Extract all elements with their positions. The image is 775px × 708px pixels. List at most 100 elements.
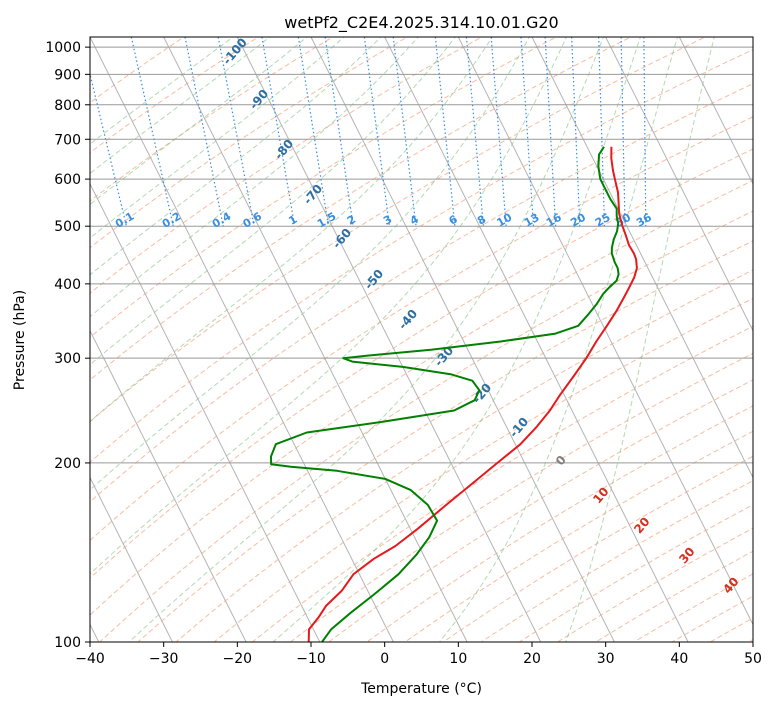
isotherm [90,37,394,642]
temperature-line [307,146,638,642]
dry-adiabat [328,379,753,642]
moist-adiabat-label: 0 [553,453,569,468]
dry-adiabat [251,325,753,642]
dry-adiabat [633,573,753,642]
dry-adiabat [90,48,753,463]
x-tick-label: −10 [296,651,326,667]
mixing-ratio-line [544,37,557,227]
y-tick-label: 100 [54,635,81,651]
isotherm [163,37,468,642]
dry-adiabat [90,116,753,542]
mixing-ratio-label: 4 [408,212,421,227]
x-tick-label: −20 [223,651,253,667]
isotherm [678,37,753,185]
y-tick-label: 1000 [45,40,81,56]
dry-adiabat [519,504,753,642]
isotherm [90,182,321,642]
mixing-ratio-line [520,37,535,227]
x-tick-label: 30 [597,651,615,667]
moist-adiabat [90,37,530,491]
moist-adiabat [128,37,605,642]
background-lines [90,37,753,642]
isotherm [531,37,753,479]
mixing-ratio-label: 1.5 [315,210,338,231]
mixing-ratio-line [184,37,224,227]
moist-adiabat-label: -90 [247,87,272,113]
moist-adiabat-label: -100 [220,35,250,67]
dewpoint-line [270,146,620,642]
y-axis-label: Pressure (hPa) [12,290,28,390]
dry-adiabat [90,148,753,579]
x-tick-label: 50 [744,651,762,667]
moist-adiabat-label: -20 [470,381,495,407]
mixing-ratio-label: 0.4 [210,210,234,231]
y-tick-label: 900 [54,67,81,83]
isotherm [236,37,542,642]
moist-adiabat-label: 30 [676,545,697,567]
mixing-ratio-line [620,37,626,227]
moist-adiabat [90,37,382,276]
moist-adiabat-label: 20 [631,515,652,537]
mixing-ratio-label: 0.6 [241,210,265,231]
moist-adiabat-label: 10 [590,485,611,507]
dry-adiabat [366,405,753,642]
plot-area: 0.1 0.2 0.4 0.6 1 1.5 2 3 4 6 8 10 13 16 20 25 30 36 -100… [89,35,754,643]
mixing-ratio-label: 0.2 [160,210,183,231]
x-tick-label: −40 [75,651,105,667]
moist-adiabat [90,37,568,575]
moist-adiabat [90,37,271,174]
mixing-ratio-line [130,37,174,227]
y-tick-label: 400 [54,277,81,293]
y-tick-label: 800 [54,98,81,114]
y-tick-label: 300 [54,351,81,367]
isotherm [605,37,753,332]
moist-adiabat-label: -70 [301,182,326,208]
mixing-ratio-label: 10 [495,211,515,230]
mixing-ratio-line [217,37,255,227]
x-axis: −40 −30 −20 −10 0 10 20 30 40 50 [75,642,762,667]
dry-adiabat [709,617,753,642]
moist-adiabat [90,37,419,318]
moist-adiabat [90,37,308,206]
mixing-ratio-line [90,71,128,227]
mixing-ratio-label: 3 [381,213,394,228]
y-tick-label: 600 [54,172,81,188]
mixing-ratio-label: 25 [593,211,613,230]
mixing-ratio-line [363,37,391,227]
isotherm [90,329,247,642]
moist-adiabat [90,37,234,145]
dry-adiabat [748,638,753,642]
mixing-ratio-line [261,37,296,227]
isotherm [90,476,173,642]
moist-adiabat [272,37,641,642]
isotherm [457,37,753,626]
mixing-ratio-label: 20 [568,211,588,230]
mixing-ratio-label: 2 [345,213,358,228]
moist-adiabat-label: -80 [272,137,297,163]
dry-adiabat [557,527,753,642]
moist-adiabat [90,37,345,239]
dry-adiabat [90,179,753,616]
sounding-series [270,146,638,642]
mixing-ratio-line [643,37,647,227]
dry-adiabat [404,430,753,642]
moist-adiabat-label: -50 [362,267,387,293]
y-axis: 100 200 300 400 500 600 700 800 900 1000 [45,40,90,651]
mixing-ratio-line [434,37,456,227]
dry-adiabat [99,210,753,642]
mixing-ratio-line [598,37,606,227]
moist-adiabat [90,37,493,423]
isotherm [752,37,753,39]
isotherm [384,37,689,642]
dry-adiabat [90,37,334,202]
mixing-ratio-line [324,37,354,227]
y-tick-label: 200 [54,456,81,472]
dry-adiabat [90,83,753,503]
dry-adiabat [213,297,753,642]
moist-adiabat [438,37,678,642]
y-tick-label: 700 [54,132,81,148]
moist-adiabat-label: 40 [720,575,741,597]
moist-adiabat [90,37,456,366]
